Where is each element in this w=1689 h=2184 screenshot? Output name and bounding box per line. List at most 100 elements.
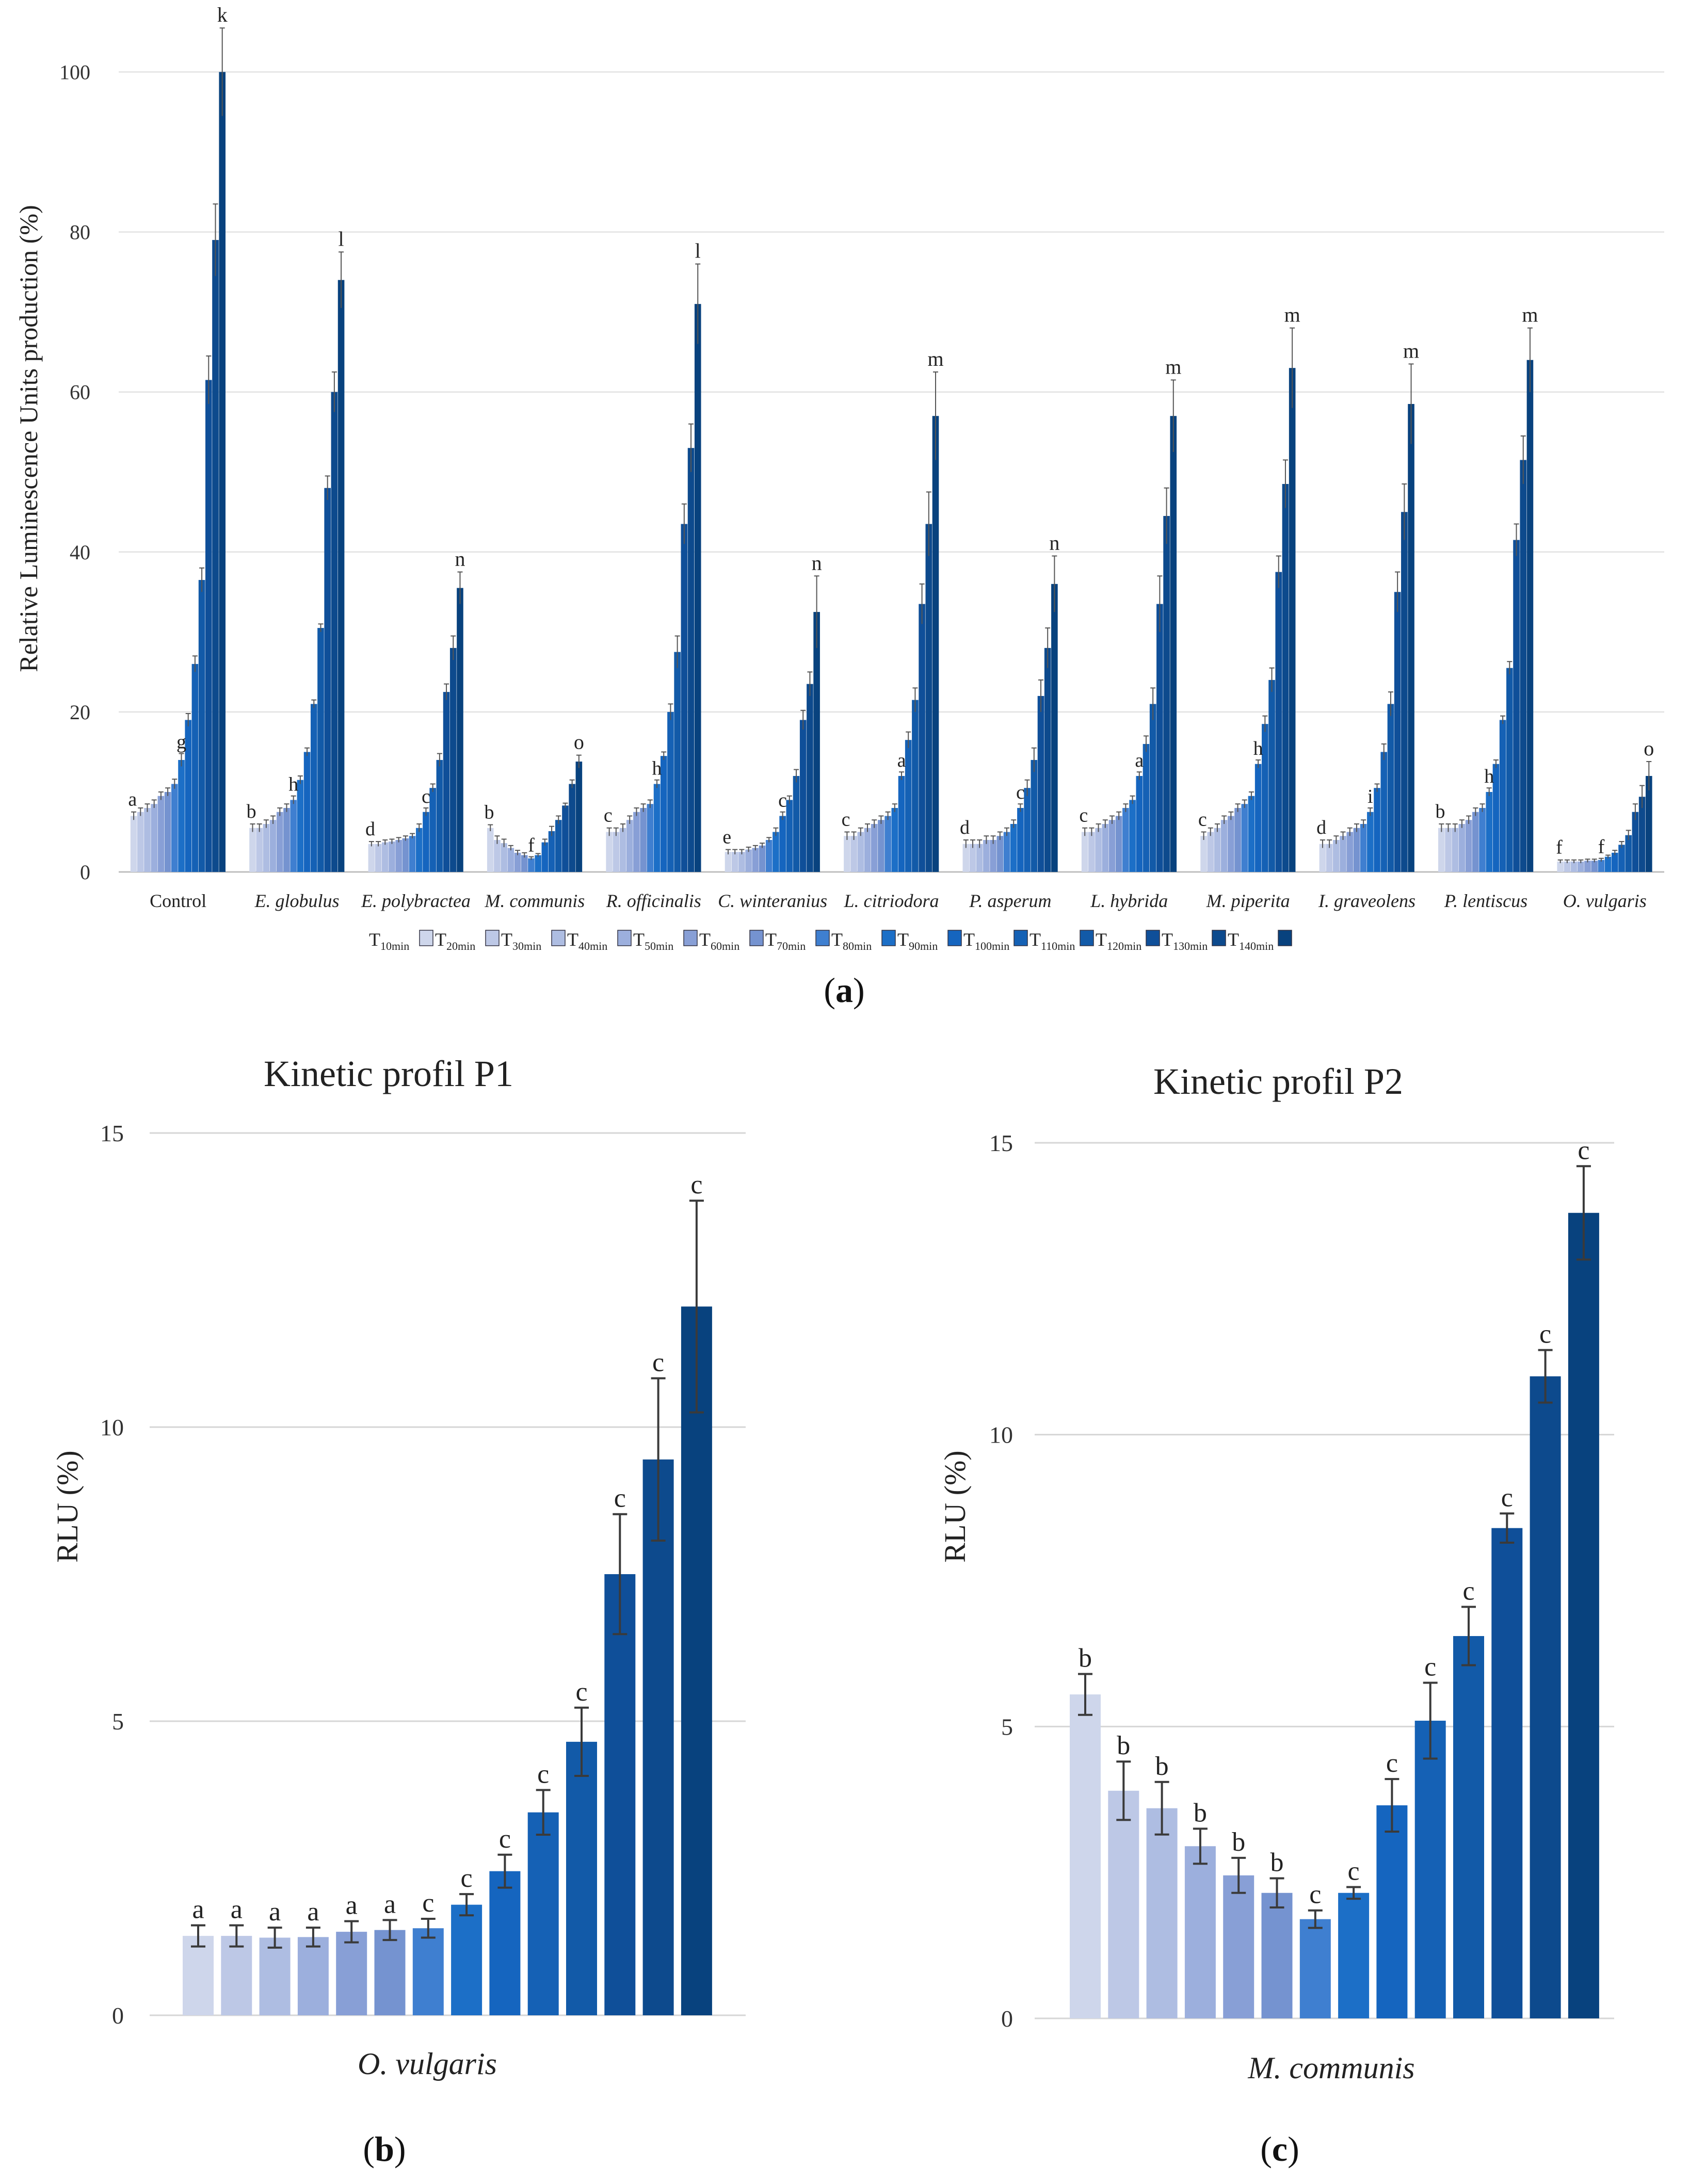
panel-a-bar bbox=[1081, 832, 1088, 872]
panel-a-bar bbox=[905, 740, 912, 872]
panel-a-bar bbox=[528, 858, 535, 872]
panel-a-bar bbox=[694, 304, 701, 872]
panel-a-legend-label: T50min bbox=[633, 929, 673, 952]
panel-b-bars bbox=[183, 1306, 712, 2015]
panel-a-error-bars bbox=[131, 27, 1652, 863]
panel-a-top-letter: o bbox=[1644, 737, 1654, 760]
panel-a-bar bbox=[415, 828, 423, 872]
panel-a-bar bbox=[1520, 460, 1527, 872]
panel-b-y-tick-label: 10 bbox=[100, 1414, 124, 1441]
panel-a-top-letter: n bbox=[1049, 531, 1059, 555]
panel-b-letter: a bbox=[231, 1895, 243, 1924]
panel-a-bar bbox=[725, 852, 732, 872]
panel-a-bar bbox=[1380, 752, 1388, 872]
panel-a-bar bbox=[249, 828, 256, 872]
panel-a-bar bbox=[368, 844, 375, 872]
panel-a-low-letter: a bbox=[128, 789, 137, 811]
panel-a-bar bbox=[1268, 680, 1275, 872]
panel-c-letter: c bbox=[1348, 1856, 1360, 1886]
panel-c-bar bbox=[1261, 1892, 1293, 2018]
panel-a-bar bbox=[212, 240, 219, 872]
panel-a-bar bbox=[1275, 572, 1282, 872]
panel-a-bar bbox=[1088, 832, 1095, 872]
panel-a-bar bbox=[395, 839, 402, 872]
panel-a-bar bbox=[1254, 764, 1262, 872]
panel-a-bar bbox=[548, 831, 555, 872]
panel-a-bar bbox=[1200, 836, 1207, 872]
panel-a-bar bbox=[310, 704, 317, 872]
panel-a-bar bbox=[507, 848, 514, 872]
panel-a-bar bbox=[1234, 807, 1241, 872]
panel-c-y-tick-label: 10 bbox=[989, 1422, 1013, 1448]
panel-a-bar bbox=[436, 759, 443, 872]
panel-a-bar bbox=[423, 812, 429, 872]
panel-a-bar bbox=[1282, 484, 1289, 872]
panel-a-legend-swatch bbox=[1080, 930, 1094, 946]
panel-a-bar bbox=[647, 804, 654, 872]
panel-a-bar bbox=[541, 842, 549, 872]
panel-a-bar bbox=[1401, 512, 1408, 872]
panel-a-bar bbox=[912, 700, 919, 872]
panel-b-bar bbox=[681, 1306, 712, 2015]
panel-a-bar bbox=[1037, 695, 1044, 872]
panel-a-top-letter: l bbox=[695, 239, 701, 263]
panel-c-x-axis-label: M. communis bbox=[1247, 2051, 1414, 2085]
panel-a-bar bbox=[1591, 861, 1598, 872]
panel-a-legend-swatch bbox=[1146, 930, 1160, 946]
panel-a-legend-label: T60min bbox=[699, 929, 739, 952]
panel-b-bar bbox=[566, 1741, 597, 2015]
panel-c-letter: b bbox=[1232, 1827, 1245, 1857]
panel-c-bar bbox=[1491, 1528, 1523, 2018]
panel-a-category-label: E. globulus bbox=[254, 891, 340, 911]
panel-a-bar bbox=[1472, 812, 1479, 872]
panel-b-bar bbox=[489, 1871, 521, 2015]
panel-a-bar bbox=[1051, 584, 1058, 872]
panel-a-low-letter: b bbox=[484, 802, 494, 823]
panel-a-category-label: M. communis bbox=[484, 891, 585, 911]
panel-a-mid-letter: a bbox=[1135, 750, 1144, 771]
panel-a-bar bbox=[157, 796, 165, 872]
panel-b-letter: a bbox=[192, 1895, 204, 1924]
panel-a-bar bbox=[178, 759, 185, 872]
panel-a-bar bbox=[562, 805, 569, 872]
panel-b-letter: a bbox=[307, 1897, 319, 1927]
panel-a-bar bbox=[324, 488, 331, 872]
panel-b-y-tick-label: 15 bbox=[100, 1120, 124, 1146]
panel-b-letter: c bbox=[614, 1484, 626, 1513]
panel-a-top-letter: k bbox=[217, 3, 228, 26]
panel-c-letter: c bbox=[1578, 1136, 1589, 1165]
panel-b-title: Kinetic profil P1 bbox=[264, 1053, 513, 1094]
panel-a-bar bbox=[1129, 800, 1136, 872]
panel-a-bar bbox=[1289, 368, 1296, 872]
panel-a-bar bbox=[1346, 832, 1354, 872]
panel-a-bar bbox=[990, 839, 996, 872]
panel-a-legend-label: T20min bbox=[435, 929, 475, 952]
panel-a-bar bbox=[640, 807, 647, 872]
panel-a-bar bbox=[1262, 724, 1268, 872]
panel-c-bar bbox=[1338, 1892, 1370, 2018]
panel-a-bar bbox=[1394, 592, 1401, 872]
panel-b-letter: a bbox=[269, 1897, 281, 1927]
panel-a-bar bbox=[674, 652, 681, 872]
panel-a-legend-label: T80min bbox=[831, 929, 872, 952]
panel-b-letter: c bbox=[499, 1824, 511, 1854]
panel-a-bar bbox=[290, 800, 297, 872]
panel-b-y-tick-label: 5 bbox=[112, 1708, 124, 1735]
panel-a-bar bbox=[1031, 759, 1038, 872]
panel-a-bar bbox=[130, 816, 137, 872]
panel-c-y-tick-label: 0 bbox=[1001, 2005, 1013, 2032]
panel-a-bar bbox=[449, 648, 457, 872]
panel-a-bar bbox=[871, 823, 878, 872]
panel-a-bar bbox=[429, 788, 436, 872]
panel-a-legend-swatch bbox=[1278, 930, 1292, 946]
panel-a-legend-label: T30min bbox=[501, 929, 541, 952]
panel-a-bar bbox=[151, 804, 157, 872]
panel-a-low-letter: f bbox=[1556, 837, 1563, 859]
panel-a-mid-letter: f bbox=[528, 835, 535, 856]
panel-a-category-label: M. piperita bbox=[1206, 891, 1290, 911]
panel-a-bar bbox=[389, 842, 395, 872]
panel-a-bar bbox=[521, 855, 528, 872]
panel-a-bar bbox=[1374, 788, 1380, 872]
panel-c-letter: b bbox=[1270, 1848, 1284, 1877]
